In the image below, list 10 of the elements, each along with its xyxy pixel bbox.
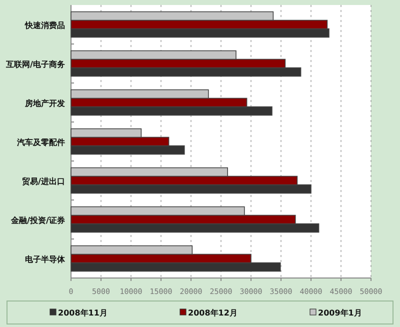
y-tick-label: 快速消费品 bbox=[24, 20, 65, 30]
legend-label: 2009年1月 bbox=[318, 308, 362, 318]
y-tick-label: 电子半导体 bbox=[25, 254, 66, 264]
y-tick-label: 互联网/电子商务 bbox=[5, 59, 65, 69]
y-tick-label: 房地产开发 bbox=[24, 98, 65, 108]
legend-label: 2008年12月 bbox=[188, 308, 238, 318]
y-tick-label: 金融/投资/证券 bbox=[10, 215, 66, 225]
y-tick-label: 汽车及零配件 bbox=[16, 137, 65, 147]
legend-label: 2008年11月 bbox=[58, 308, 108, 318]
y-tick-label: 贸易/进出口 bbox=[22, 176, 65, 186]
